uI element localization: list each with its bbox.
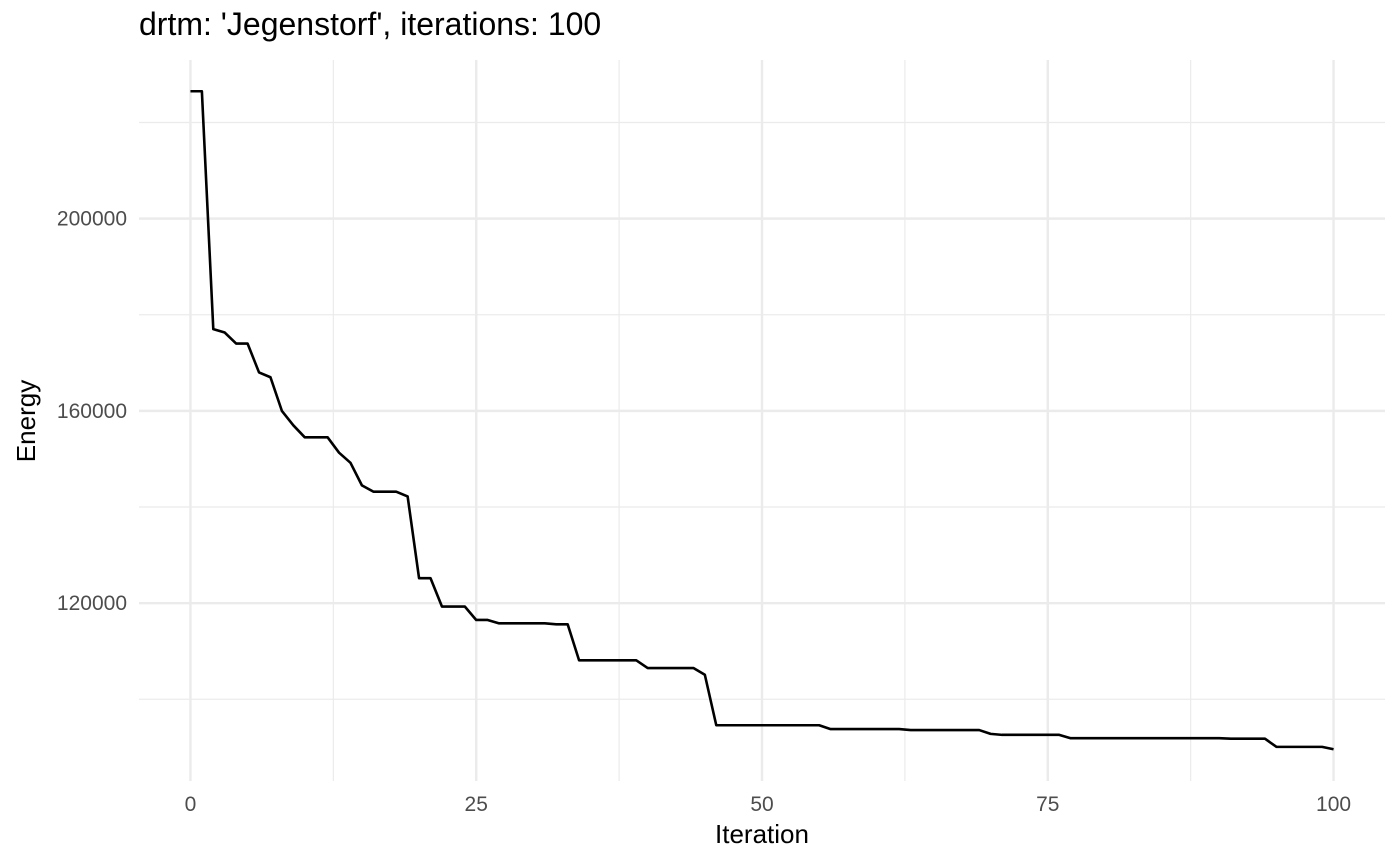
x-axis-ticks: 0 25 50 75 100 (185, 793, 1351, 816)
y-tick-label: 160000 (57, 400, 127, 423)
y-axis-title: Energy (11, 380, 41, 462)
x-tick-label: 100 (1316, 793, 1351, 816)
major-grid (139, 60, 1385, 781)
energy-series-line (190, 89, 1334, 751)
series-layer (190, 89, 1334, 751)
x-tick-label: 25 (465, 793, 488, 816)
x-tick-label: 75 (1036, 793, 1059, 816)
y-tick-label: 120000 (57, 592, 127, 615)
x-tick-label: 0 (185, 793, 197, 816)
y-axis-ticks: 120000 160000 200000 (57, 208, 127, 616)
x-tick-label: 50 (750, 793, 773, 816)
x-axis-title: Iteration (715, 819, 809, 849)
y-tick-label: 200000 (57, 208, 127, 231)
chart-title: drtm: 'Jegenstorf', iterations: 100 (139, 6, 602, 42)
